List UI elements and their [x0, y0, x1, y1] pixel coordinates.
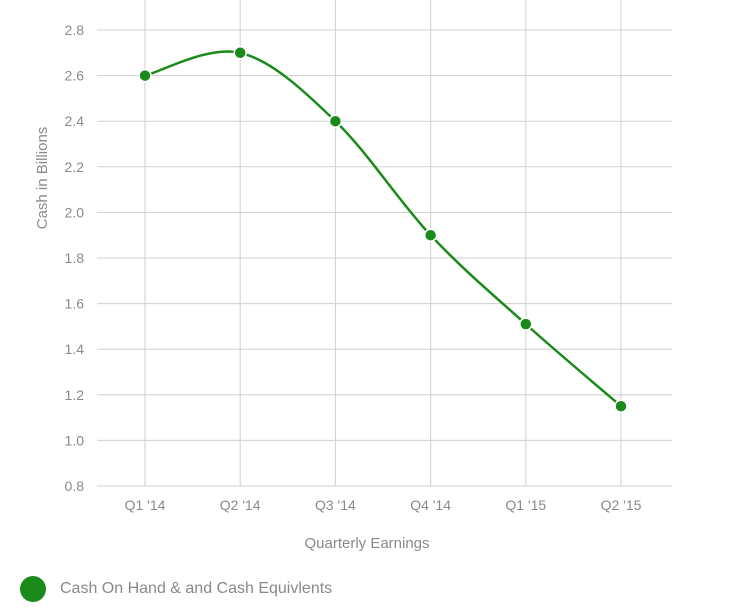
legend-swatch — [20, 576, 46, 602]
y-axis-title: Cash in Billions — [34, 127, 51, 230]
x-tick-label: Q2 '14 — [220, 497, 261, 513]
y-tick-label: 1.8 — [65, 250, 85, 266]
vertical-gridlines — [144, 0, 622, 486]
series-line — [144, 50, 622, 408]
y-axis-tick-labels: 0.8 1.0 1.2 1.4 1.6 1.8 2.0 2.2 2.4 2.6 2.8 — [65, 22, 85, 494]
x-tick-label: Q1 '14 — [125, 497, 166, 513]
y-tick-label: 2.2 — [65, 159, 85, 175]
data-point — [328, 114, 343, 128]
line-chart: 0.8 1.0 1.2 1.4 1.6 1.8 2.0 2.2 2.4 2.6 2.8 Q1 '14… — [34, 0, 672, 552]
legend: Cash On Hand & and Cash Equivlents — [20, 576, 332, 602]
data-point — [519, 317, 533, 331]
x-axis-tick-labels: Q1 '14 Q2 '14 Q3 '14 Q4 '14 Q1 '15 Q2 '15 — [125, 497, 642, 513]
y-tick-label: 0.8 — [65, 478, 85, 494]
y-tick-label: 2.4 — [65, 113, 85, 129]
x-tick-label: Q2 '15 — [601, 497, 642, 513]
x-tick-label: Q1 '15 — [505, 497, 546, 513]
legend-label: Cash On Hand & and Cash Equivlents — [60, 580, 333, 597]
data-point — [423, 228, 438, 242]
y-tick-label: 2.6 — [65, 68, 85, 84]
y-tick-label: 1.6 — [65, 296, 85, 312]
y-tick-label: 2.8 — [65, 22, 85, 38]
y-tick-label: 1.2 — [65, 387, 85, 403]
data-point — [138, 68, 152, 83]
x-tick-label: Q3 '14 — [315, 497, 356, 513]
data-points — [138, 46, 628, 413]
y-tick-label: 2.0 — [65, 204, 85, 220]
x-axis-title: Quarterly Earnings — [304, 535, 429, 552]
data-point — [614, 399, 628, 413]
y-tick-label: 1.4 — [65, 341, 85, 357]
y-tick-label: 1.0 — [65, 432, 85, 448]
data-point — [233, 46, 247, 60]
horizontal-gridlines — [97, 29, 672, 487]
x-tick-label: Q4 '14 — [410, 497, 451, 513]
